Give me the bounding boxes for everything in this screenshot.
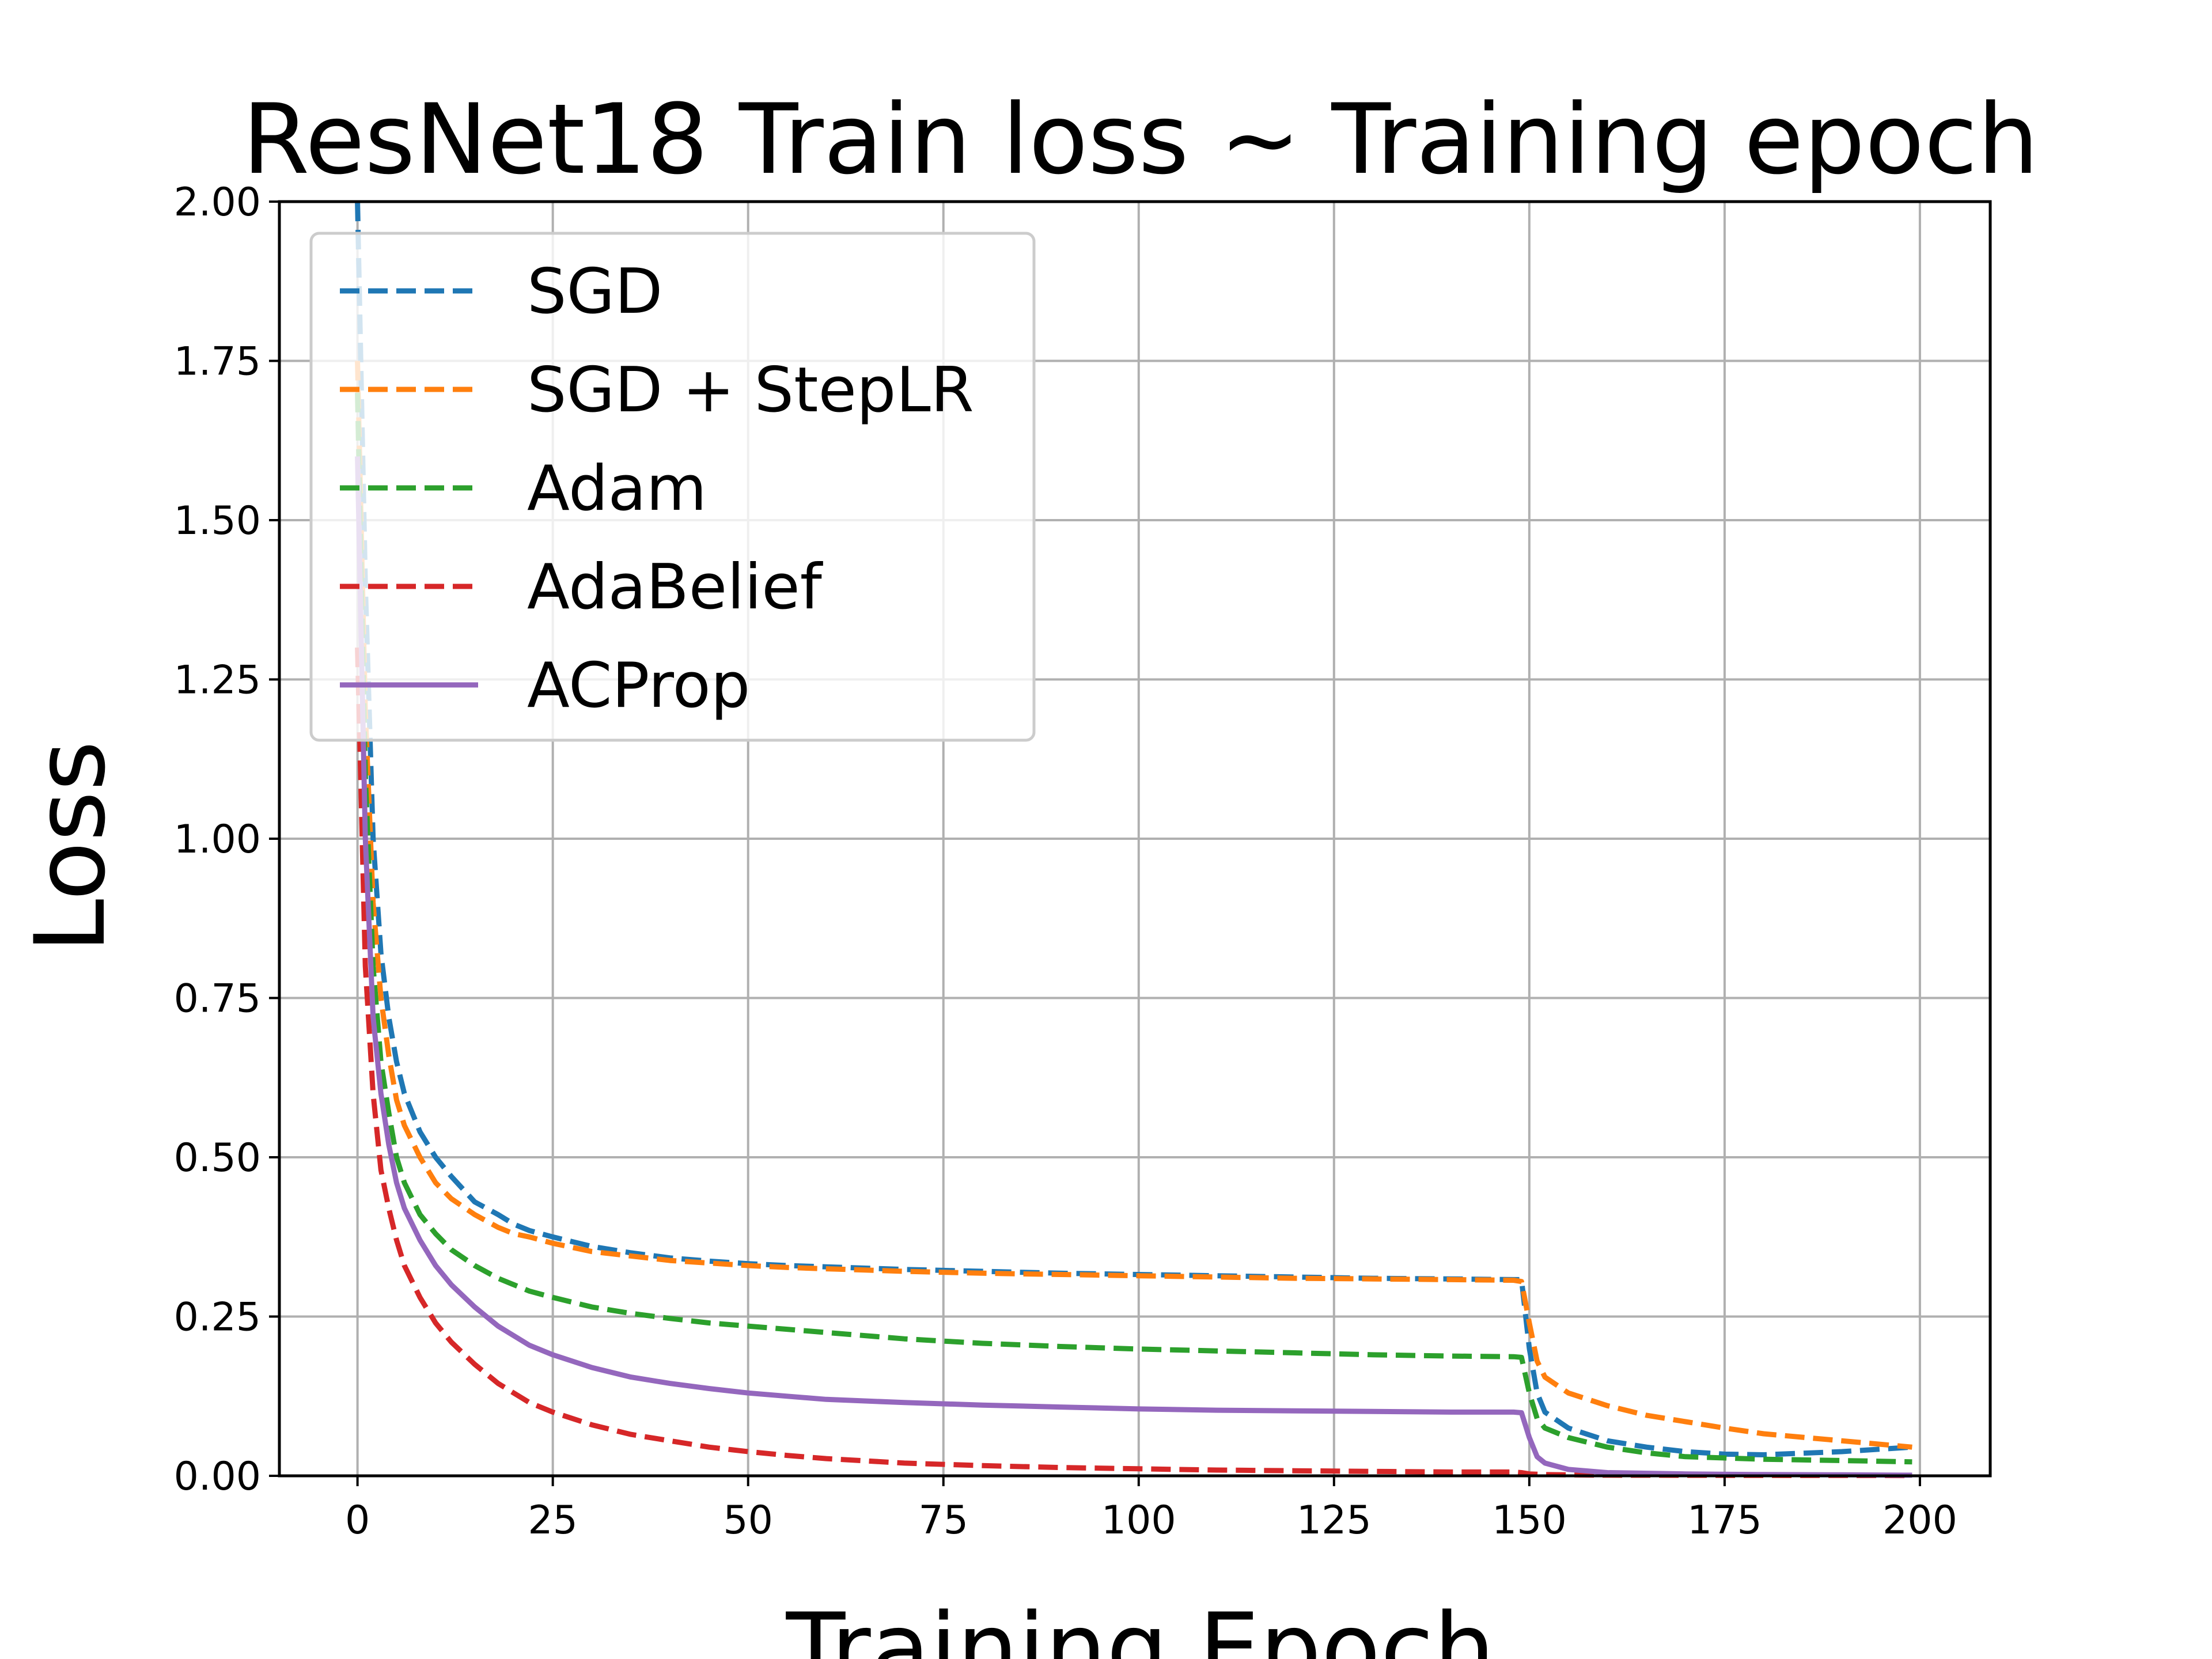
series-line-adam: [355, 392, 1912, 1465]
x-tick-label: 50: [723, 1498, 773, 1543]
x-tick-label: 0: [345, 1498, 370, 1543]
series-line-adabelief: [355, 647, 1912, 1479]
legend-label: ACProp: [527, 650, 750, 722]
chart-title: ResNet18 Train loss ~ Training epoch: [243, 83, 2039, 196]
x-tick-label: 75: [918, 1498, 968, 1543]
legend-box: [309, 232, 1036, 742]
x-axis-title: Training Epoch: [786, 1592, 1495, 1659]
y-tick-label: 0.50: [174, 1135, 261, 1181]
y-tick-label: 0.75: [174, 976, 261, 1022]
y-tick-label: 2.00: [174, 180, 261, 225]
x-tick-label: 100: [1101, 1498, 1176, 1543]
y-tick-label: 1.75: [174, 339, 261, 385]
legend-label: SGD + StepLR: [527, 354, 974, 426]
y-tick-label: 1.25: [174, 658, 261, 703]
x-tick-label: 25: [528, 1498, 578, 1543]
y-tick-label: 1.00: [174, 817, 261, 862]
legend-items: SGD SGD + StepLR Adam AdaBelief ACProp: [340, 256, 974, 722]
axis-ticks: 0 25 50 75 100 125 150 175 200 0.00 0.25 0.50 0.75 1.…: [174, 180, 1957, 1543]
series-lines: [355, 201, 1912, 1479]
y-tick-label: 0.00: [174, 1454, 261, 1499]
x-tick-label: 150: [1492, 1498, 1567, 1543]
x-tick-label: 200: [1883, 1498, 1957, 1543]
x-tick-label: 175: [1687, 1498, 1762, 1543]
y-axis-title: Loss: [14, 741, 127, 953]
series-line-sgd-steplr: [355, 361, 1912, 1450]
y-tick-label: 1.50: [174, 498, 261, 544]
legend: SGD SGD + StepLR Adam AdaBelief ACProp: [309, 232, 1036, 742]
y-tick-label: 0.25: [174, 1295, 261, 1340]
legend-label: AdaBelief: [527, 551, 824, 623]
x-tick-label: 125: [1297, 1498, 1372, 1543]
legend-label: Adam: [527, 453, 707, 525]
series-line-acprop: [355, 456, 1912, 1478]
legend-label: SGD: [527, 256, 662, 328]
